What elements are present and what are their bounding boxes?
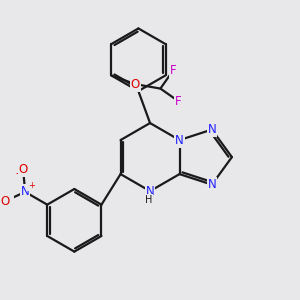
Text: F: F	[175, 95, 182, 108]
Text: O: O	[130, 78, 140, 91]
Text: N: N	[208, 123, 216, 136]
Text: N: N	[175, 134, 184, 147]
Text: O: O	[0, 195, 10, 208]
Text: -: -	[16, 167, 20, 180]
Text: F: F	[170, 64, 176, 77]
Text: H: H	[145, 195, 152, 205]
Text: N: N	[21, 185, 29, 198]
Text: +: +	[28, 181, 35, 190]
Text: O: O	[19, 164, 28, 176]
Text: N: N	[146, 184, 154, 198]
Text: N: N	[208, 178, 216, 191]
